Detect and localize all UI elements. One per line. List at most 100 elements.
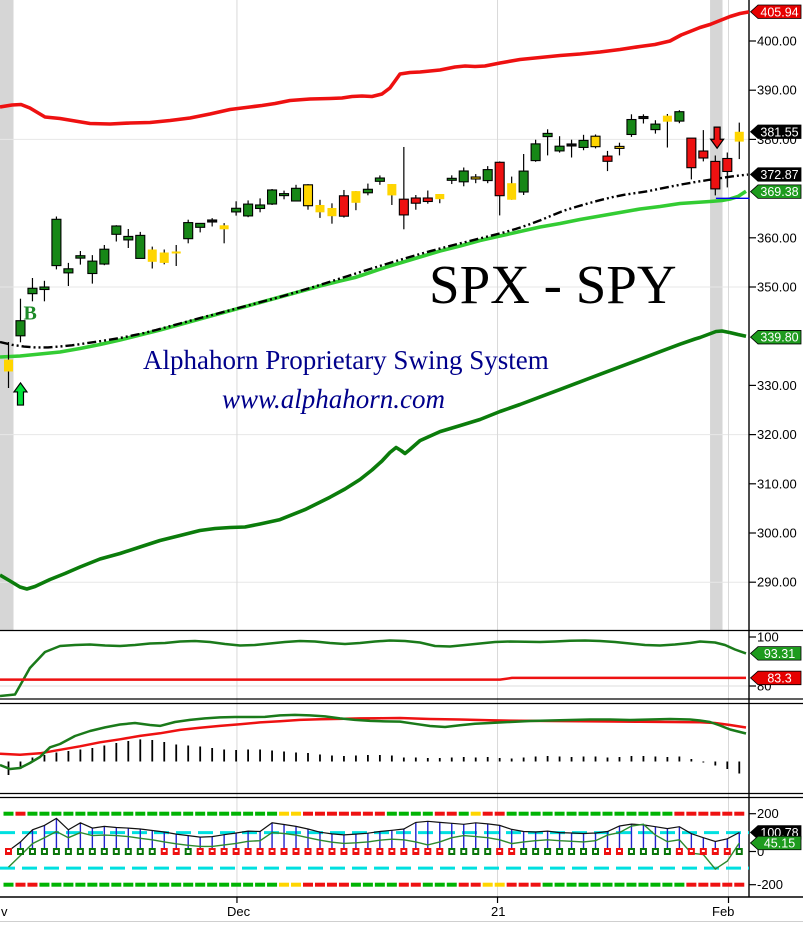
candle-body — [63, 268, 74, 274]
swing-square-dot — [498, 850, 502, 852]
strip-dash — [75, 882, 86, 887]
candle — [183, 219, 194, 244]
candle-body — [267, 189, 278, 205]
strip-dash — [590, 811, 601, 816]
candle — [710, 155, 721, 196]
candle-body — [614, 145, 625, 149]
price-badge-shape — [749, 330, 802, 345]
candle — [398, 146, 409, 230]
candle — [602, 150, 613, 172]
candle-body — [722, 157, 733, 173]
candle — [111, 225, 122, 242]
strip-dash — [470, 882, 481, 887]
candle — [626, 114, 637, 137]
strip-dash — [530, 882, 541, 887]
price-badge-text: 45.15 — [764, 836, 795, 850]
candle — [698, 130, 709, 162]
swing-square-dot — [558, 850, 562, 853]
candle-body — [147, 249, 157, 262]
strip-dash — [147, 882, 158, 887]
swing-squares — [5, 848, 743, 855]
swing-square-dot — [234, 850, 238, 852]
price-badge-text: 369.38 — [760, 185, 798, 199]
swing-square-dot — [414, 850, 418, 852]
strip-dash — [530, 811, 541, 816]
strip-dash — [374, 882, 385, 887]
candle-body — [207, 219, 218, 223]
swing-square-dot — [641, 850, 645, 853]
swing-square-dot — [534, 850, 538, 853]
upper-band-red-line — [0, 10, 750, 126]
swing-square-dot — [402, 850, 406, 852]
candle — [159, 249, 169, 265]
strip-dash — [111, 811, 122, 816]
strip-dash — [171, 811, 182, 816]
candle — [75, 250, 86, 265]
strip-dash — [506, 811, 517, 816]
price-badge-text: 339.80 — [760, 331, 798, 345]
candle-body — [255, 204, 266, 210]
candle — [686, 137, 697, 180]
strip-dash — [51, 811, 62, 816]
swing-square-dot — [653, 850, 657, 853]
strip-dash — [338, 882, 349, 887]
strip-dash — [362, 882, 373, 887]
candle-body — [482, 169, 493, 182]
strip-dash — [231, 882, 242, 887]
strip-dash — [674, 882, 685, 887]
candle — [219, 223, 229, 244]
swing-square-dot — [90, 850, 94, 853]
strip-dash — [171, 882, 182, 887]
price-badge-shape — [749, 646, 802, 661]
stoch-badge: 93.31 — [749, 646, 802, 661]
candle — [722, 152, 733, 188]
candle — [4, 342, 13, 389]
candle-body — [99, 248, 110, 265]
candle-body — [315, 204, 325, 213]
candle — [578, 134, 589, 151]
candle-body — [410, 197, 421, 204]
candle-body — [75, 255, 86, 259]
swing-square-dot — [677, 850, 681, 852]
buy-arrow-icon — [12, 381, 29, 406]
candle — [494, 161, 505, 216]
swing-green-line — [8, 823, 740, 871]
strip-dash — [458, 882, 469, 887]
strip-dash — [231, 811, 242, 816]
strip-dash — [243, 811, 254, 816]
macd-red-line — [0, 716, 747, 757]
swing-black-line — [8, 817, 740, 852]
strip-dash — [542, 811, 553, 816]
strip-dash — [722, 811, 733, 816]
candle — [590, 134, 601, 149]
strip-dash — [722, 882, 733, 887]
candle-body — [231, 207, 242, 213]
candle — [87, 255, 98, 284]
strip-dash — [279, 882, 290, 887]
macd-histogram — [7, 739, 741, 775]
swing-square-dot — [294, 850, 298, 852]
strip-dash — [650, 811, 661, 816]
candle — [410, 194, 421, 210]
strip-dash — [279, 811, 290, 816]
ma-light-green-line — [0, 189, 747, 359]
swing-square-dot — [617, 850, 621, 852]
strip-dash — [710, 811, 721, 816]
swing-square-dot — [354, 850, 358, 852]
candle-body — [518, 170, 529, 193]
strip-dash — [566, 882, 577, 887]
swing-square-dot — [438, 850, 442, 852]
swing-square-dot — [366, 850, 370, 852]
candle-body — [626, 118, 637, 136]
candle — [662, 114, 672, 148]
strip-dash — [338, 811, 349, 816]
strip-dash — [434, 811, 445, 816]
candle-body — [290, 187, 302, 202]
strip-dash — [578, 882, 589, 887]
candle — [243, 200, 254, 218]
strip-dash — [458, 811, 469, 816]
candle-body — [422, 197, 433, 203]
swing-square-dot — [629, 850, 633, 853]
